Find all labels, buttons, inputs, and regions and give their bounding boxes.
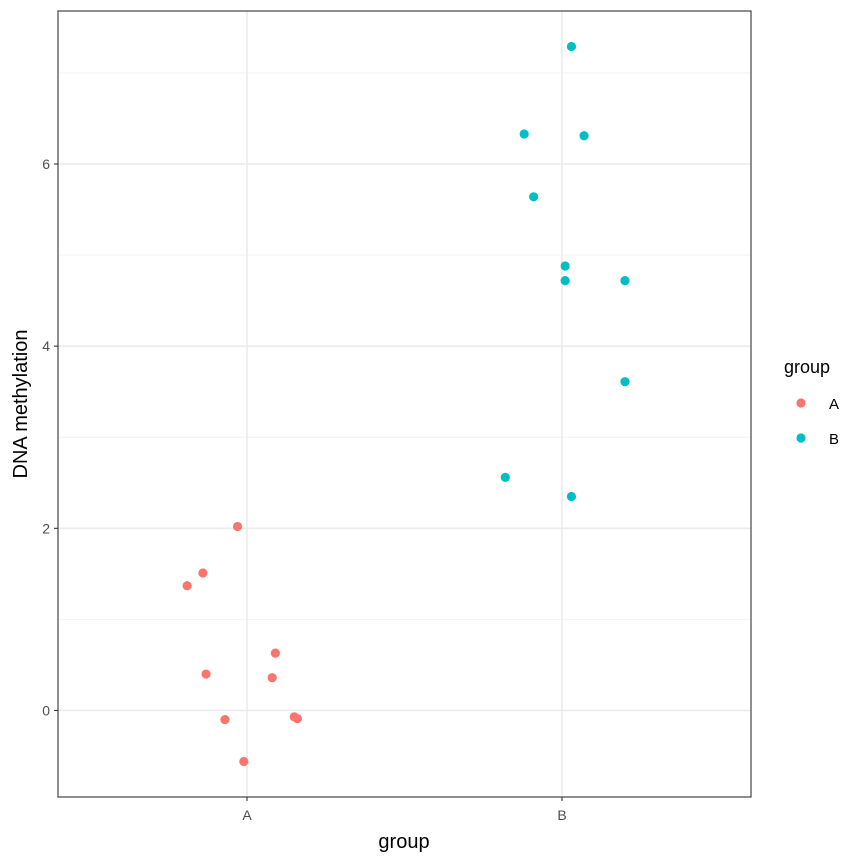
y-tick-label: 6 xyxy=(42,156,50,172)
legend-title: group xyxy=(784,357,830,377)
legend-label-a: A xyxy=(829,396,839,413)
data-point-b xyxy=(560,261,570,271)
data-point-b xyxy=(560,275,570,286)
legend-item-b: B xyxy=(796,431,839,448)
y-tick-label: 2 xyxy=(42,520,50,536)
legend-label-b: B xyxy=(829,431,839,448)
data-point-b xyxy=(500,472,510,482)
data-point-a xyxy=(292,714,302,724)
data-point-a xyxy=(220,714,230,725)
x-tick-label-b: B xyxy=(557,807,566,823)
data-point-b xyxy=(566,41,577,52)
y-axis-title: DNA methylation xyxy=(10,330,32,479)
data-point-b xyxy=(566,491,577,502)
panel-border xyxy=(57,10,752,798)
legend-key-b xyxy=(796,433,806,443)
y-tick-label: 4 xyxy=(42,338,50,354)
minor-gridlines xyxy=(58,72,751,620)
data-point-a xyxy=(270,648,280,658)
data-point-a xyxy=(232,521,243,532)
data-point-b xyxy=(620,377,630,387)
data-points xyxy=(182,41,630,767)
data-point-a xyxy=(198,568,208,578)
data-point-b xyxy=(529,192,539,202)
data-point-a xyxy=(182,581,192,591)
data-point-a xyxy=(239,756,249,767)
legend-item-a: A xyxy=(796,396,839,413)
data-point-b xyxy=(620,275,630,286)
data-point-a xyxy=(201,669,211,679)
legend-key-a xyxy=(796,398,806,408)
data-point-b xyxy=(579,131,589,141)
major-gridlines xyxy=(58,11,751,797)
y-tick-label: 0 xyxy=(42,702,50,718)
y-axis: 0 2 4 6 xyxy=(42,156,58,718)
x-axis-title: group xyxy=(378,831,429,853)
data-point-a xyxy=(267,673,277,683)
legend: group A B xyxy=(784,357,839,448)
x-tick-label-a: A xyxy=(242,807,252,823)
data-point-b xyxy=(519,129,529,139)
